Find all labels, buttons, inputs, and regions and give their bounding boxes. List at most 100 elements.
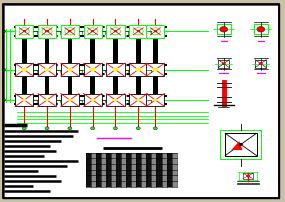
Bar [126, 158, 131, 164]
Bar [91, 175, 96, 181]
Bar [221, 130, 261, 159]
Bar [162, 170, 166, 175]
Bar [101, 164, 106, 170]
Bar [84, 63, 102, 76]
Bar [217, 24, 231, 34]
Bar [106, 164, 111, 170]
Bar [106, 153, 111, 158]
Bar [45, 76, 49, 94]
Bar [141, 153, 146, 158]
Bar [172, 181, 177, 187]
Bar [68, 99, 72, 101]
Bar [146, 170, 151, 175]
Bar [91, 153, 96, 158]
Bar [106, 170, 111, 175]
Bar [126, 164, 131, 170]
Bar [141, 170, 146, 175]
Bar [15, 94, 33, 106]
Bar [86, 170, 91, 175]
Bar [151, 175, 156, 181]
Bar [141, 181, 146, 187]
Bar [96, 153, 101, 158]
Bar [96, 181, 101, 187]
Bar [68, 76, 72, 94]
Bar [15, 25, 33, 38]
Bar [146, 181, 151, 187]
Bar [111, 175, 116, 181]
Bar [84, 94, 102, 106]
Bar [146, 175, 151, 181]
Bar [101, 170, 106, 175]
Bar [131, 170, 136, 175]
Bar [129, 25, 147, 38]
Circle shape [136, 127, 140, 130]
Bar [91, 170, 96, 175]
Circle shape [153, 127, 157, 130]
Bar [126, 175, 131, 181]
Bar [114, 30, 117, 33]
Bar [126, 181, 131, 187]
Bar [162, 175, 166, 181]
Bar [156, 175, 162, 181]
Bar [151, 170, 156, 175]
Bar [22, 99, 26, 101]
Bar [45, 30, 49, 33]
Bar [111, 153, 116, 158]
Bar [96, 164, 101, 170]
Bar [106, 25, 125, 38]
Bar [22, 38, 27, 63]
Bar [106, 175, 111, 181]
Bar [136, 158, 141, 164]
Bar [162, 153, 166, 158]
Bar [172, 158, 177, 164]
Bar [111, 158, 116, 164]
Bar [136, 68, 141, 71]
Bar [141, 164, 146, 170]
Polygon shape [231, 141, 242, 150]
Bar [121, 170, 126, 175]
Bar [84, 25, 102, 38]
Bar [172, 170, 177, 175]
Bar [255, 60, 266, 68]
Bar [146, 153, 151, 158]
Circle shape [239, 143, 243, 146]
Bar [166, 153, 172, 158]
Circle shape [257, 26, 265, 32]
Bar [153, 38, 158, 63]
Bar [96, 158, 101, 164]
Bar [111, 170, 116, 175]
Bar [45, 38, 49, 63]
Bar [166, 175, 172, 181]
Bar [23, 30, 26, 33]
Bar [126, 170, 131, 175]
Bar [101, 153, 106, 158]
Bar [254, 24, 268, 34]
Bar [166, 158, 172, 164]
Bar [106, 94, 125, 106]
Circle shape [246, 175, 250, 177]
Bar [131, 158, 136, 164]
Bar [131, 175, 136, 181]
Bar [131, 181, 136, 187]
Bar [166, 170, 172, 175]
Bar [129, 94, 147, 106]
Bar [146, 164, 151, 170]
Bar [91, 158, 96, 164]
Bar [154, 30, 157, 33]
Bar [113, 99, 117, 101]
Bar [86, 153, 91, 158]
Bar [121, 153, 126, 158]
Bar [61, 94, 79, 106]
Bar [141, 158, 146, 164]
Bar [136, 170, 141, 175]
Bar [86, 175, 91, 181]
Bar [61, 25, 79, 38]
Bar [121, 181, 126, 187]
Bar [86, 164, 91, 170]
Bar [116, 175, 121, 181]
Bar [151, 181, 156, 187]
Bar [146, 158, 151, 164]
Bar [22, 68, 27, 71]
Bar [151, 164, 156, 170]
Circle shape [259, 62, 263, 65]
